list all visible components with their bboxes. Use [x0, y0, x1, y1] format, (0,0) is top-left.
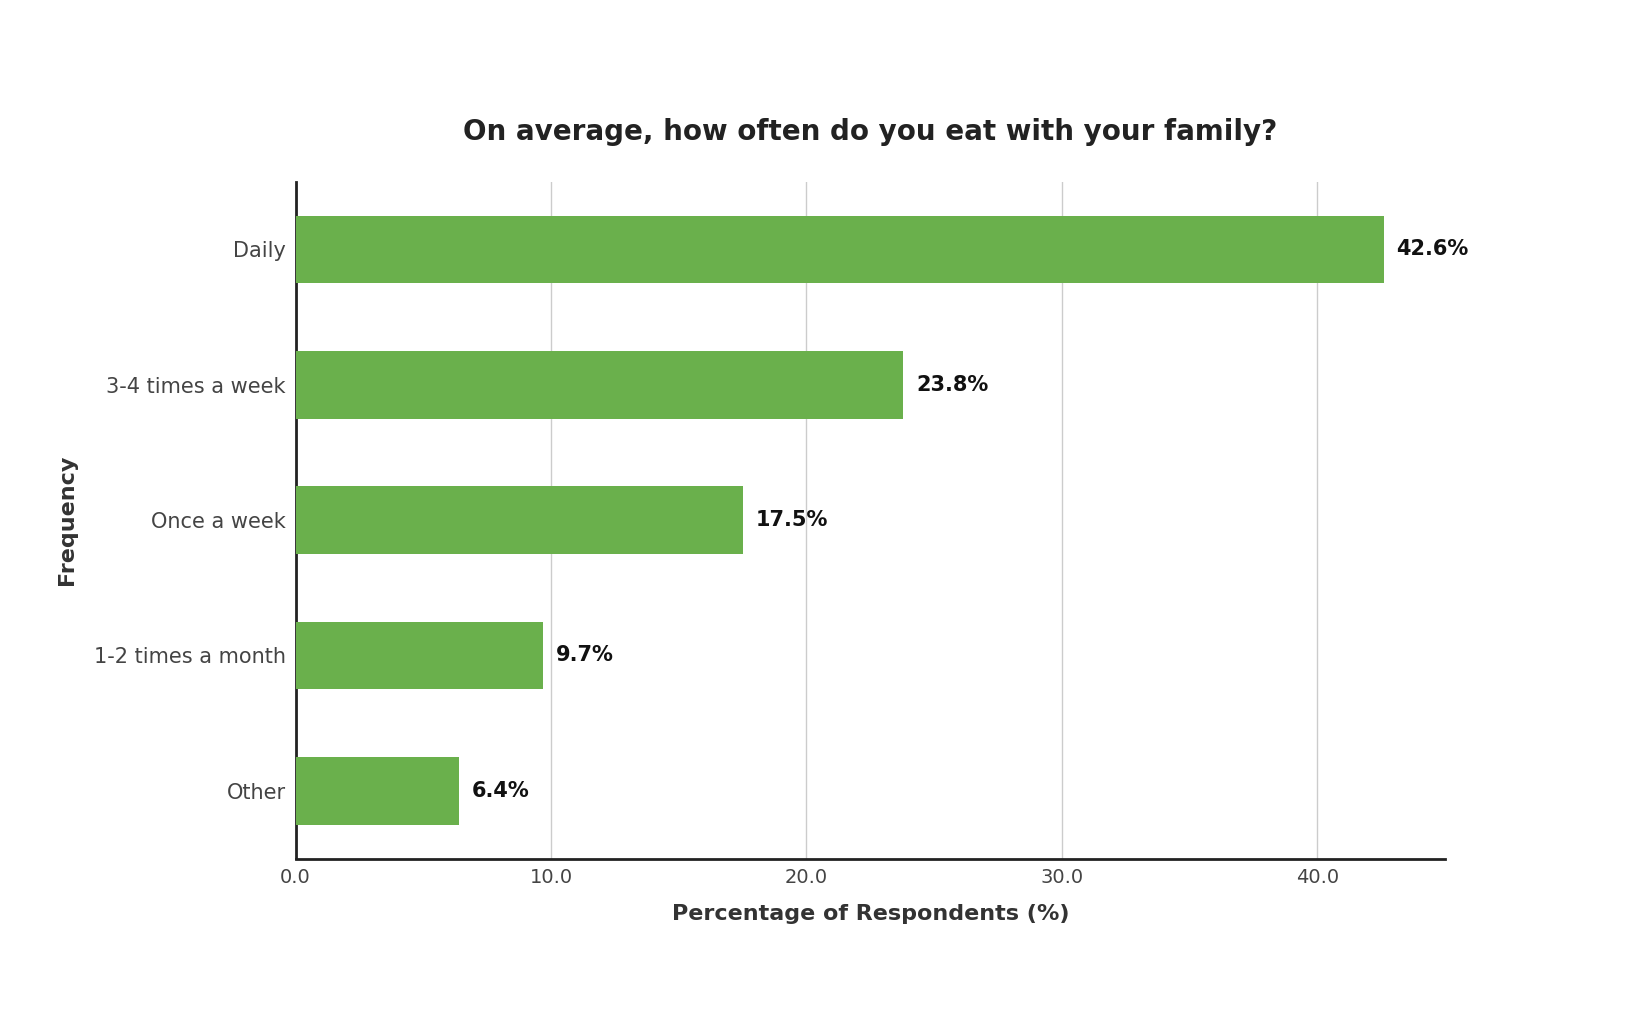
- Bar: [296, 487, 742, 553]
- Bar: [296, 216, 1384, 283]
- X-axis label: Percentage of Respondents (%): Percentage of Respondents (%): [672, 904, 1069, 924]
- Title: On average, how often do you eat with your family?: On average, how often do you eat with yo…: [463, 118, 1277, 146]
- Y-axis label: Frequency: Frequency: [57, 454, 77, 586]
- Bar: [296, 621, 544, 689]
- Text: 9.7%: 9.7%: [557, 645, 614, 666]
- Text: 42.6%: 42.6%: [1396, 239, 1468, 260]
- Text: 6.4%: 6.4%: [471, 781, 530, 801]
- Bar: [296, 758, 460, 824]
- Text: 17.5%: 17.5%: [755, 510, 828, 530]
- Bar: [296, 351, 903, 418]
- Text: 23.8%: 23.8%: [916, 375, 988, 395]
